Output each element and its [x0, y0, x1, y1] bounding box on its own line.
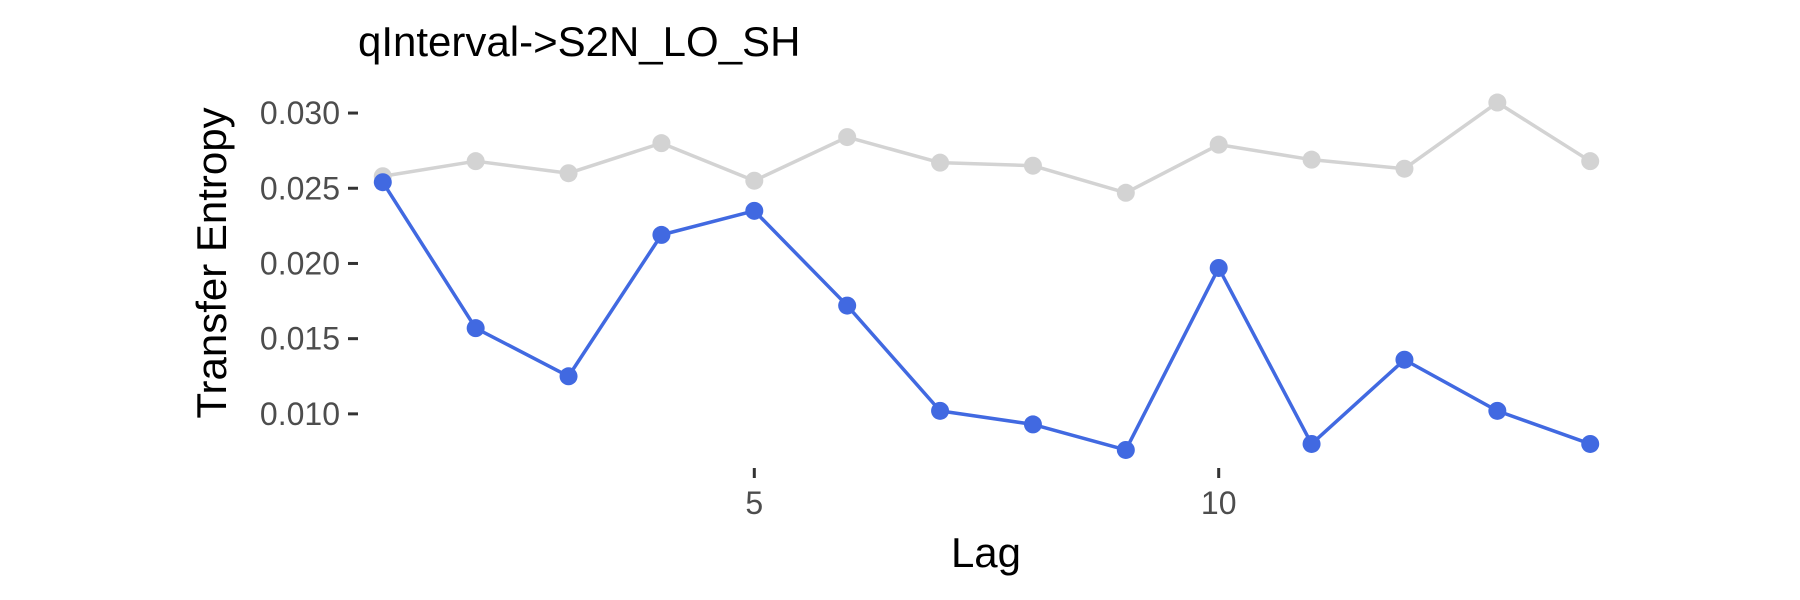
- data-point: [838, 128, 857, 147]
- data-point: [1395, 350, 1414, 369]
- data-point: [1488, 401, 1507, 420]
- data-point: [559, 164, 578, 183]
- series-1: [373, 93, 1600, 202]
- data-point: [1209, 135, 1228, 154]
- series-layer: [373, 93, 1600, 459]
- data-point: [1209, 258, 1228, 277]
- x-axis: 5 10: [745, 468, 1236, 521]
- data-point: [466, 152, 485, 171]
- data-point: [466, 319, 485, 338]
- data-point: [1395, 159, 1414, 178]
- x-axis-label: Lag: [951, 529, 1021, 576]
- data-point: [745, 201, 764, 220]
- data-point: [1581, 434, 1600, 453]
- series-line: [381, 181, 1591, 452]
- data-point: [1023, 415, 1042, 434]
- x-tick-label: 5: [745, 485, 763, 521]
- data-point: [652, 225, 671, 244]
- data-point: [1023, 156, 1042, 175]
- data-point: [373, 173, 392, 192]
- data-point: [1116, 440, 1135, 459]
- data-point: [1302, 150, 1321, 169]
- data-point: [931, 401, 950, 420]
- data-point: [1488, 93, 1507, 112]
- data-point: [559, 367, 578, 386]
- data-point: [652, 134, 671, 153]
- y-tick-label: 0.015: [260, 321, 340, 357]
- series-2: [373, 173, 1600, 459]
- y-axis-label: Transfer Entropy: [188, 107, 235, 418]
- data-point: [1302, 434, 1321, 453]
- y-axis: 0.010 0.015 0.020 0.025 0.030: [260, 95, 358, 432]
- data-point: [931, 153, 950, 172]
- data-point: [745, 171, 764, 190]
- series-line: [382, 100, 1592, 195]
- y-tick-label: 0.010: [260, 396, 340, 432]
- data-point: [838, 296, 857, 315]
- data-point: [1581, 152, 1600, 171]
- y-tick-label: 0.020: [260, 245, 340, 281]
- x-tick-label: 10: [1201, 485, 1237, 521]
- y-tick-label: 0.025: [260, 170, 340, 206]
- chart-title: qInterval->S2N_LO_SH: [358, 18, 800, 65]
- y-tick-label: 0.030: [260, 95, 340, 131]
- data-point: [1116, 183, 1135, 202]
